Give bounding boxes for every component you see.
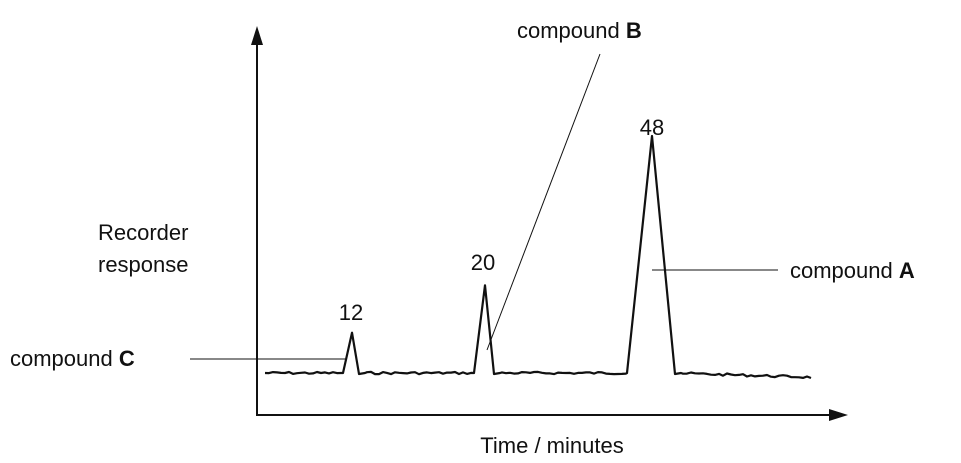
y-axis-label-line2: response bbox=[98, 252, 189, 277]
compound-b-leader bbox=[486, 53, 601, 351]
x-axis-arrowhead bbox=[829, 409, 848, 421]
peak-label-c: 12 bbox=[339, 300, 363, 325]
x-axis-label: Time / minutes bbox=[480, 433, 623, 458]
compound-a-label: compound A bbox=[790, 258, 915, 283]
compound-c-label: compound C bbox=[10, 346, 135, 371]
chromatogram-trace bbox=[264, 134, 812, 380]
compound-b-prefix: compound bbox=[517, 18, 626, 43]
compound-a-prefix: compound bbox=[790, 258, 899, 283]
y-axis-arrowhead bbox=[251, 26, 263, 45]
compound-b-label: compound B bbox=[517, 18, 642, 43]
peak-label-a: 48 bbox=[640, 115, 664, 140]
compound-a-letter: A bbox=[899, 258, 915, 283]
compound-c-prefix: compound bbox=[10, 346, 119, 371]
y-axis-label-line1: Recorder bbox=[98, 220, 188, 245]
peak-label-b: 20 bbox=[471, 250, 495, 275]
compound-c-letter: C bbox=[119, 346, 135, 371]
compound-b-letter: B bbox=[626, 18, 642, 43]
